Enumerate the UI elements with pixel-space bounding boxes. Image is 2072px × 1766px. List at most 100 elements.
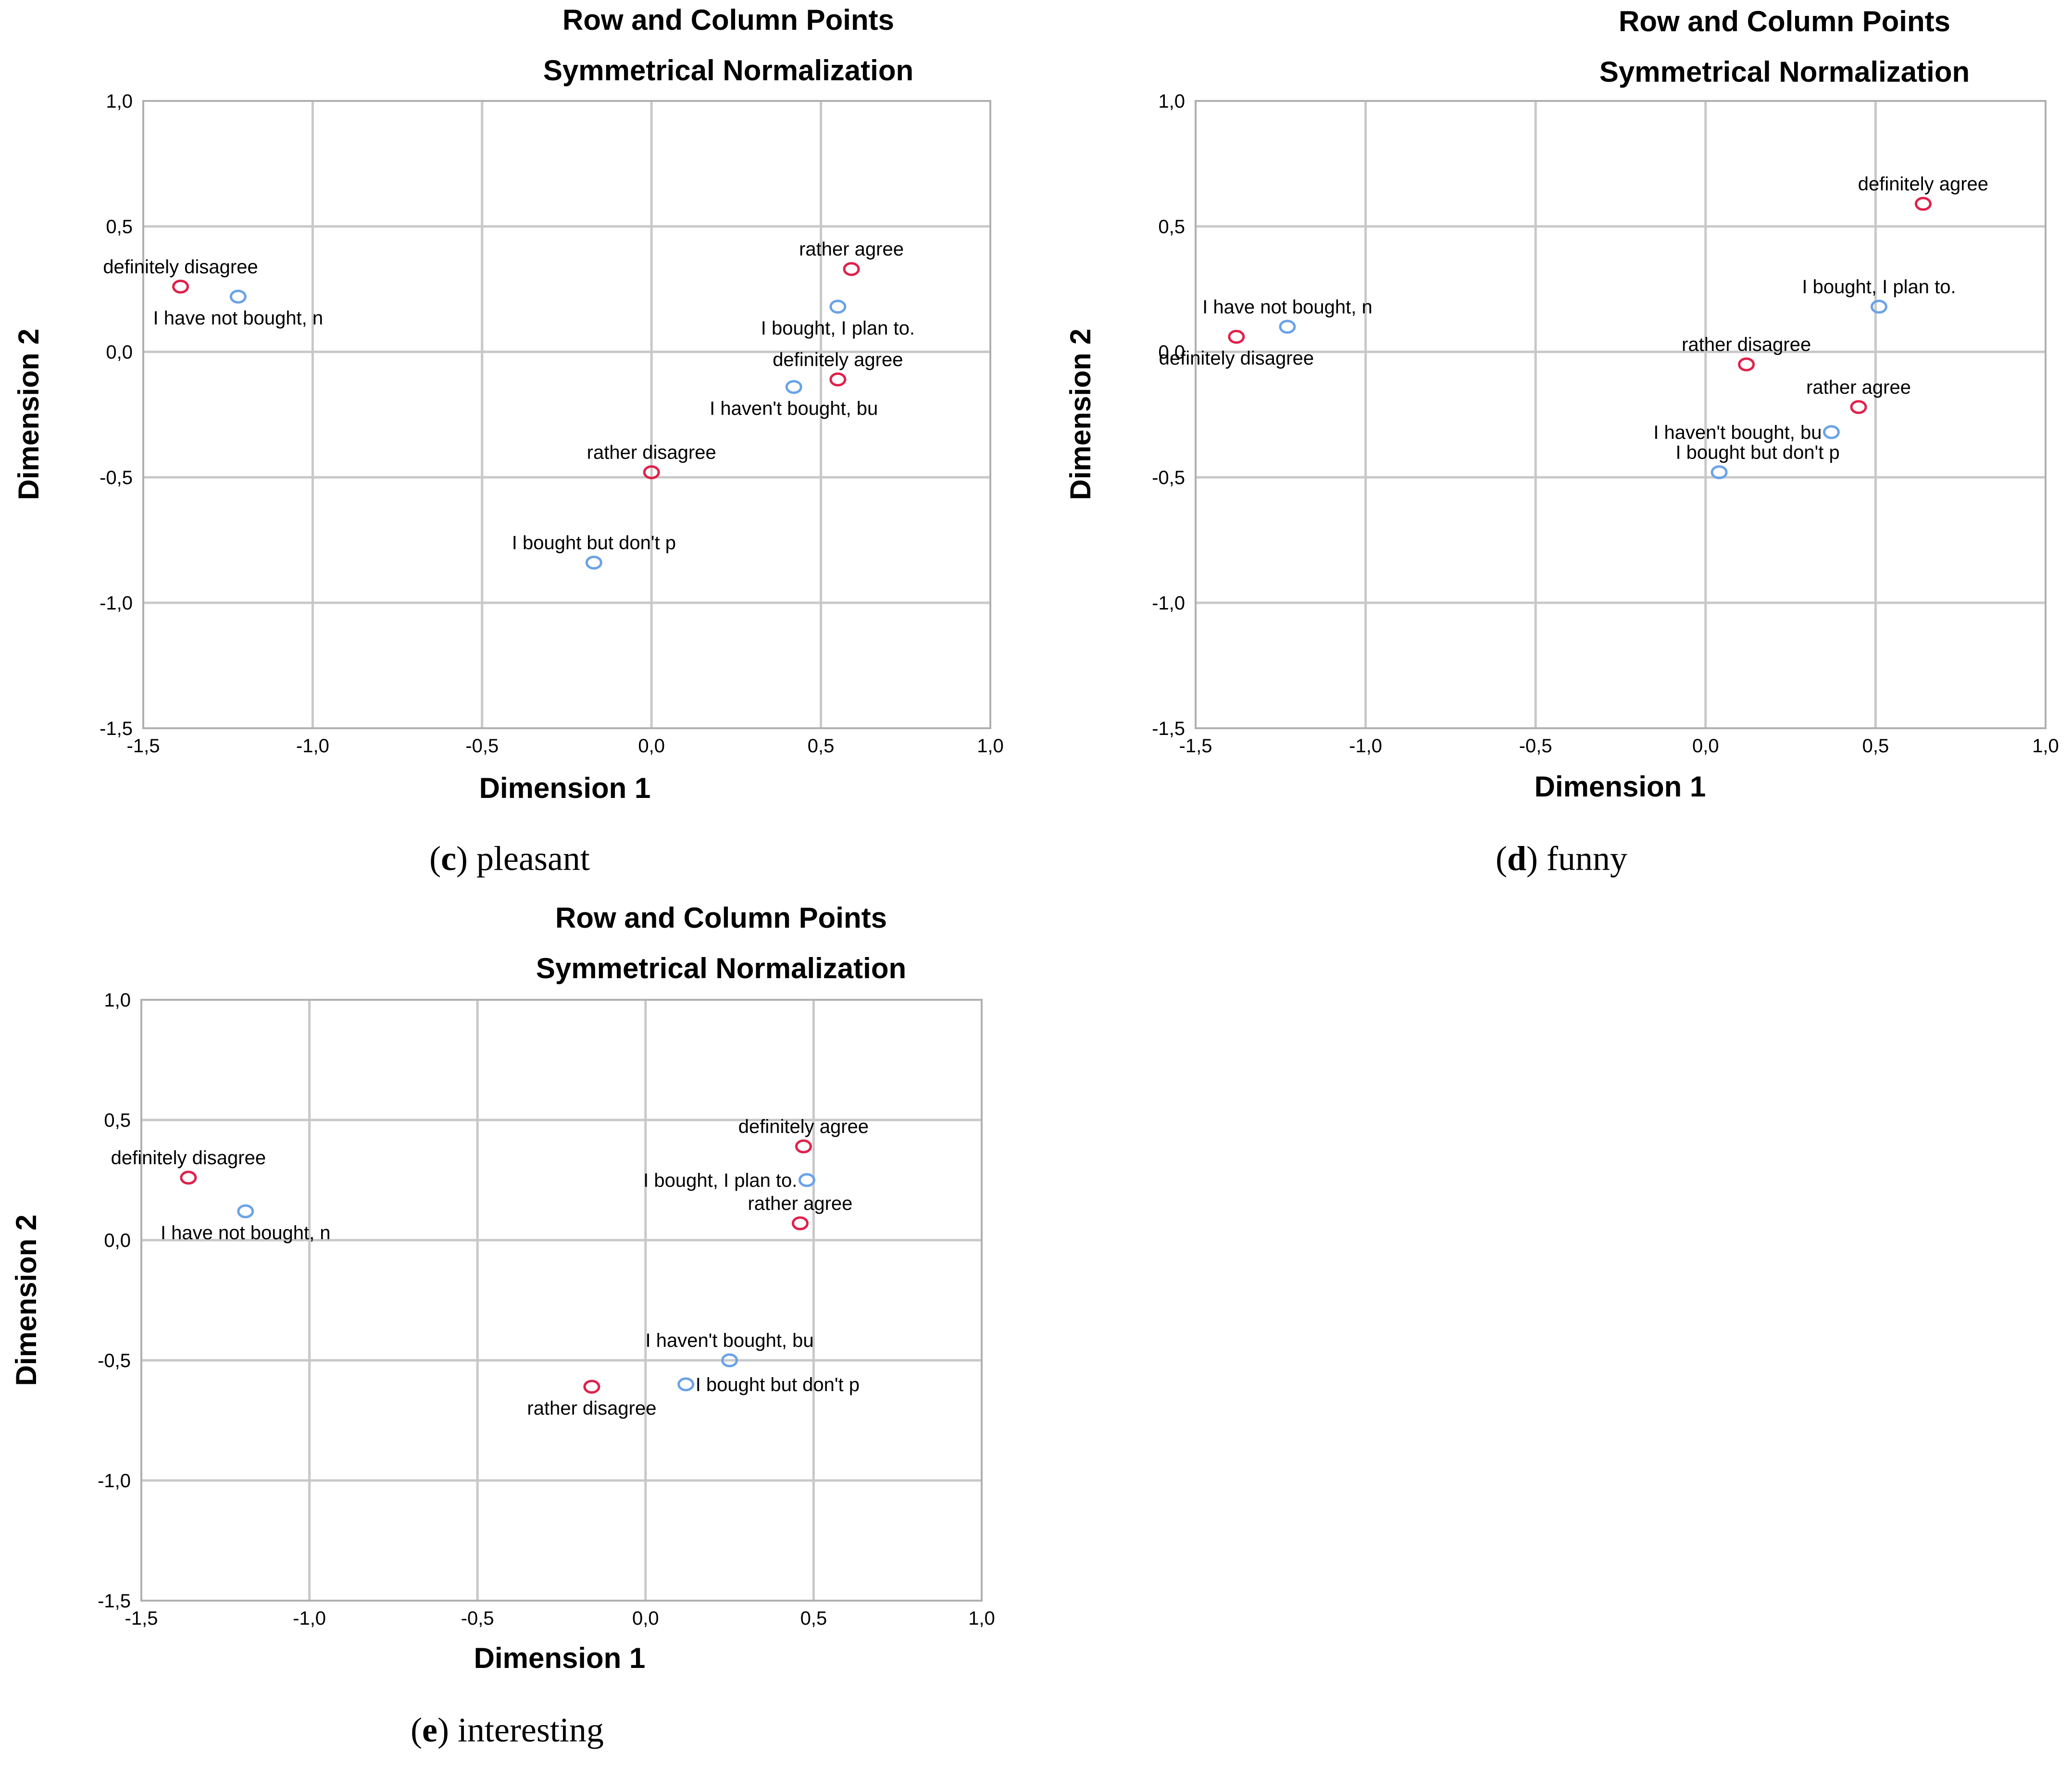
- y-tick-label: -1,5: [98, 1591, 131, 1612]
- y-tick-label: 1,0: [106, 91, 133, 112]
- row-point-marker: [172, 279, 189, 294]
- point-label: definitely disagree: [1159, 348, 1314, 369]
- caption-part: c: [441, 839, 456, 878]
- column-point-marker: [229, 289, 247, 304]
- x-tick-label: -0,5: [1519, 735, 1552, 757]
- point-label: I bought, I plan to.: [1802, 276, 1956, 298]
- point-label: I haven't bought, bu: [1653, 422, 1822, 443]
- y-tick-label: 1,0: [1158, 91, 1185, 112]
- plot-frame: [140, 999, 983, 1602]
- y-tick-label: -0,5: [100, 467, 133, 488]
- chart-panel-c: Row and Column Points Symmetrical Normali…: [12, 4, 1004, 878]
- point-label: I haven't bought, bu: [646, 1330, 814, 1351]
- y-tick-label: -0,5: [1152, 467, 1185, 488]
- y-tick-label: 0,5: [1158, 216, 1185, 237]
- row-point-marker: [643, 465, 660, 480]
- y-tick-label: 0,5: [106, 216, 133, 237]
- x-axis-title: Dimension 1: [474, 1642, 646, 1674]
- y-tick-label: 0,0: [104, 1230, 131, 1251]
- y-tick-label: 1,0: [104, 990, 131, 1011]
- point-label: I bought but don't p: [696, 1374, 860, 1395]
- x-tick-label: 0,0: [638, 735, 665, 757]
- x-tick-label: 1,0: [2032, 735, 2059, 757]
- column-point-marker: [585, 555, 602, 570]
- point-label: I haven't bought, bu: [710, 398, 878, 419]
- x-tick-label: 0,0: [1692, 735, 1719, 757]
- y-tick-label: 0,5: [104, 1110, 131, 1131]
- point-label: rather disagree: [587, 442, 716, 463]
- caption-part: ) funny: [1526, 839, 1627, 878]
- x-tick-label: -1,5: [125, 1608, 158, 1629]
- caption-part: e: [422, 1711, 437, 1749]
- point-label: definitely disagree: [111, 1147, 266, 1169]
- plot-frame: [142, 100, 991, 729]
- caption-part: d: [1507, 839, 1526, 878]
- point-label: definitely agree: [773, 349, 903, 370]
- chart-title: Row and Column Points: [562, 4, 894, 36]
- column-point-marker: [829, 299, 847, 314]
- x-tick-label: 0,5: [800, 1608, 827, 1629]
- x-tick-label: -1,0: [293, 1608, 326, 1629]
- column-point-marker: [785, 380, 802, 394]
- caption-part: ) interesting: [437, 1711, 604, 1749]
- y-axis-title: Dimension 2: [12, 329, 45, 500]
- row-point-marker: [1850, 400, 1867, 414]
- x-axis-title: Dimension 1: [479, 772, 651, 804]
- column-point-marker: [237, 1204, 254, 1219]
- x-tick-label: 1,0: [977, 735, 1004, 757]
- y-axis-title: Dimension 2: [10, 1215, 42, 1386]
- chart-title: Row and Column Points: [1619, 5, 1950, 37]
- row-point-marker: [791, 1216, 809, 1231]
- plot-frame: [1195, 100, 2047, 729]
- row-point-marker: [795, 1139, 812, 1154]
- point-label: rather disagree: [1682, 334, 1811, 355]
- y-tick-label: -1,5: [1152, 718, 1185, 739]
- row-point-marker: [1914, 197, 1932, 211]
- chart-title: Row and Column Points: [555, 902, 887, 934]
- column-point-marker: [677, 1377, 695, 1392]
- x-axis-title: Dimension 1: [1535, 771, 1706, 803]
- y-axis-title: Dimension 2: [1064, 329, 1097, 500]
- caption-part: (: [429, 839, 441, 878]
- caption-part: (: [1496, 839, 1507, 878]
- row-point-marker: [1738, 357, 1755, 372]
- column-point-marker: [1710, 465, 1728, 480]
- panel-caption: (d) funny: [1496, 839, 1627, 878]
- point-label: definitely agree: [738, 1116, 869, 1137]
- point-label: I have not bought, n: [161, 1222, 331, 1244]
- column-point-marker: [721, 1353, 738, 1368]
- row-point-marker: [843, 262, 860, 276]
- x-tick-label: 1,0: [968, 1608, 995, 1629]
- caption-part: ) pleasant: [456, 839, 590, 878]
- point-label: rather agree: [748, 1193, 852, 1214]
- point-label: rather disagree: [527, 1398, 656, 1419]
- x-tick-label: -0,5: [465, 735, 499, 757]
- row-point-marker: [829, 372, 847, 386]
- column-point-marker: [1822, 425, 1840, 439]
- y-tick-label: 0,0: [1158, 342, 1185, 363]
- y-tick-label: 0,0: [106, 342, 133, 363]
- point-label: rather agree: [799, 239, 904, 260]
- chart-subtitle: Symmetrical Normalization: [536, 952, 906, 984]
- point-label: I bought but don't p: [512, 532, 676, 553]
- x-tick-label: -1,5: [127, 735, 160, 757]
- point-label: I have not bought, n: [153, 308, 324, 329]
- chart-panel-d: Row and Column Points Symmetrical Normali…: [1064, 5, 2059, 878]
- y-tick-label: -0,5: [98, 1350, 131, 1371]
- x-tick-label: -1,0: [1349, 735, 1382, 757]
- column-point-marker: [1279, 320, 1296, 334]
- panel-caption: (e) interesting: [411, 1711, 604, 1749]
- x-tick-label: 0,5: [808, 735, 835, 757]
- point-label: rather agree: [1806, 377, 1911, 398]
- row-point-marker: [583, 1380, 600, 1394]
- x-tick-label: -0,5: [461, 1608, 494, 1629]
- chart-panel-e: Row and Column Points Symmetrical Normali…: [10, 902, 995, 1749]
- point-label: definitely disagree: [103, 256, 258, 277]
- x-tick-label: 0,5: [1862, 735, 1889, 757]
- point-label: I bought, I plan to.: [643, 1170, 797, 1191]
- y-tick-label: -1,0: [98, 1470, 131, 1492]
- column-point-marker: [1870, 299, 1887, 314]
- x-tick-label: 0,0: [632, 1608, 659, 1629]
- panel-caption: (c) pleasant: [429, 839, 590, 878]
